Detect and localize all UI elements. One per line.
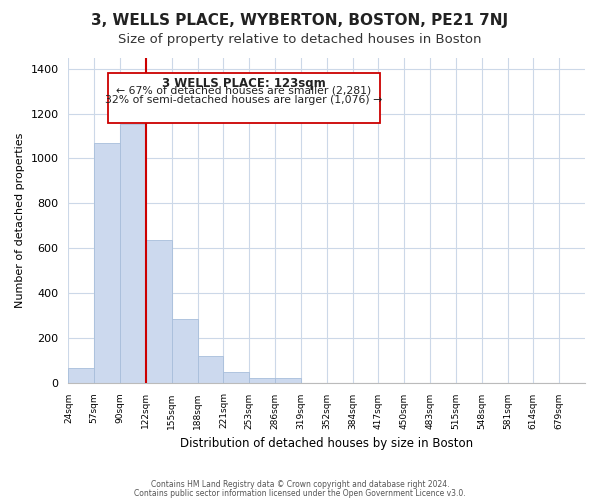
- Bar: [275, 378, 301, 382]
- Bar: [197, 356, 223, 382]
- Text: Size of property relative to detached houses in Boston: Size of property relative to detached ho…: [118, 32, 482, 46]
- Bar: [172, 318, 197, 382]
- Bar: [120, 124, 146, 382]
- Bar: [223, 372, 249, 382]
- Text: 3 WELLS PLACE: 123sqm: 3 WELLS PLACE: 123sqm: [162, 76, 326, 90]
- Bar: [146, 240, 172, 382]
- Text: ← 67% of detached houses are smaller (2,281): ← 67% of detached houses are smaller (2,…: [116, 86, 371, 96]
- Text: 32% of semi-detached houses are larger (1,076) →: 32% of semi-detached houses are larger (…: [106, 95, 383, 105]
- Bar: [249, 378, 275, 382]
- Bar: [68, 368, 94, 382]
- Text: Contains HM Land Registry data © Crown copyright and database right 2024.: Contains HM Land Registry data © Crown c…: [151, 480, 449, 489]
- FancyBboxPatch shape: [109, 72, 380, 123]
- Y-axis label: Number of detached properties: Number of detached properties: [15, 132, 25, 308]
- Bar: [94, 142, 120, 382]
- X-axis label: Distribution of detached houses by size in Boston: Distribution of detached houses by size …: [180, 437, 473, 450]
- Text: 3, WELLS PLACE, WYBERTON, BOSTON, PE21 7NJ: 3, WELLS PLACE, WYBERTON, BOSTON, PE21 7…: [91, 12, 509, 28]
- Text: Contains public sector information licensed under the Open Government Licence v3: Contains public sector information licen…: [134, 490, 466, 498]
